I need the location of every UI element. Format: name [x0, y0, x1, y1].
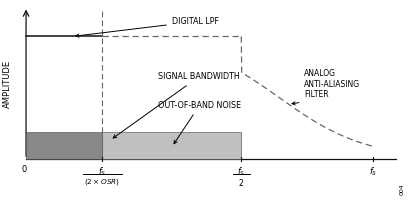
Text: $f_S$: $f_S$	[98, 165, 106, 178]
Text: SIGNAL BANDWIDTH: SIGNAL BANDWIDTH	[113, 72, 239, 138]
Text: $(2\times OSR)$: $(2\times OSR)$	[84, 177, 120, 187]
Text: 0: 0	[22, 165, 27, 174]
Text: ANALOG
ANTI-ALIASING
FILTER: ANALOG ANTI-ALIASING FILTER	[291, 69, 359, 105]
Text: DIGITAL LPF: DIGITAL LPF	[76, 17, 218, 37]
Text: AMPLITUDE: AMPLITUDE	[2, 60, 11, 108]
Text: $f_S$: $f_S$	[236, 165, 245, 178]
Text: $2$: $2$	[238, 177, 244, 188]
Text: OUT-OF-BAND NOISE: OUT-OF-BAND NOISE	[157, 101, 240, 144]
Bar	[102, 132, 240, 159]
Text: 004: 004	[399, 183, 404, 195]
Bar	[26, 132, 102, 159]
Text: $f_S$: $f_S$	[368, 165, 377, 178]
